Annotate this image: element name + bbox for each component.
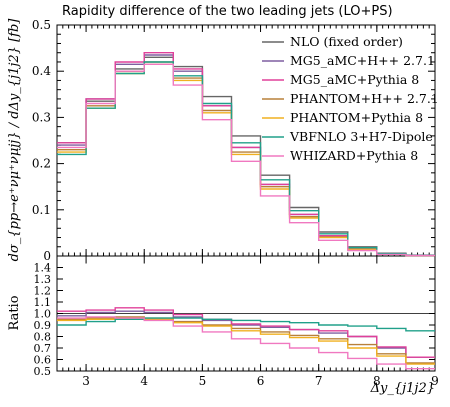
y-tick-label: 0.1 [32, 203, 51, 217]
legend-label: MG5_aMC+Pythia 8 [290, 72, 419, 87]
ratio-tick-label: 1.4 [34, 262, 52, 275]
main-y-axis: 0 0.1 0.2 0.3 0.4 0.5 [32, 18, 435, 263]
ratio-tick-label: 0.7 [34, 342, 52, 355]
chart-title: Rapidity difference of the two leading j… [62, 4, 393, 19]
legend-label: PHANTOM+H++ 2.7.1 [290, 91, 439, 106]
legend-label: MG5_aMC+H++ 2.7.1 [290, 53, 435, 68]
y-tick-label: 0.4 [32, 64, 51, 78]
legend-label: WHIZARD+Pythia 8 [290, 148, 418, 163]
ratio-tick-label: 0.6 [34, 354, 52, 367]
y-tick-label: 0 [43, 249, 51, 263]
ratio-tick-label: 1.2 [34, 285, 52, 298]
y-tick-label: 0.3 [32, 110, 51, 124]
histogram-series-0 [57, 56, 435, 256]
x-tick-label: 6 [257, 374, 265, 388]
x-tick-label: 4 [140, 374, 148, 388]
legend-label: NLO (fixed order) [290, 34, 403, 49]
y-axis-label: dσ_{pp→e⁺νμ⁺νμjj} / dΔy_{j1j2} [fb] [7, 18, 22, 262]
ratio-tick-label: 1.1 [34, 296, 52, 309]
ratio-series-2 [57, 307, 435, 358]
ratio-histograms [57, 307, 435, 370]
ratio-series-3 [57, 316, 435, 364]
ratio-tick-label: 1.3 [34, 273, 52, 286]
ratio-tick-label: 0.8 [34, 331, 52, 344]
x-tick-label: 5 [199, 374, 207, 388]
histogram-series-6 [57, 63, 435, 257]
x-tick-label: 8 [373, 374, 381, 388]
legend: NLO (fixed order) MG5_aMC+H++ 2.7.1 MG5_aM… [262, 34, 439, 163]
ratio-axis-label: Ratio [7, 295, 22, 330]
main-histograms [57, 52, 435, 257]
ratio-series-5 [57, 317, 435, 332]
x-tick-label: 3 [82, 374, 90, 388]
ratio-tick-label: 1.0 [34, 308, 52, 321]
ratio-tick-label: 0.5 [34, 365, 52, 378]
ratio-series-6 [57, 316, 435, 370]
x-axis-label: Δy_{j1j2} [370, 381, 435, 396]
x-tick-label: 9 [431, 374, 439, 388]
histogram-series-5 [57, 61, 435, 256]
legend-label: VBFNLO 3+H7-Dipole [289, 129, 433, 144]
ratio-tick-label: 0.9 [34, 319, 52, 332]
y-tick-label: 0.5 [32, 18, 51, 32]
legend-label: PHANTOM+Pythia 8 [290, 110, 423, 125]
ratio-y-axis: 0.50.60.70.80.91.01.11.21.31.4 [34, 262, 435, 378]
x-tick-label: 7 [315, 374, 323, 388]
y-tick-label: 0.2 [32, 157, 51, 171]
